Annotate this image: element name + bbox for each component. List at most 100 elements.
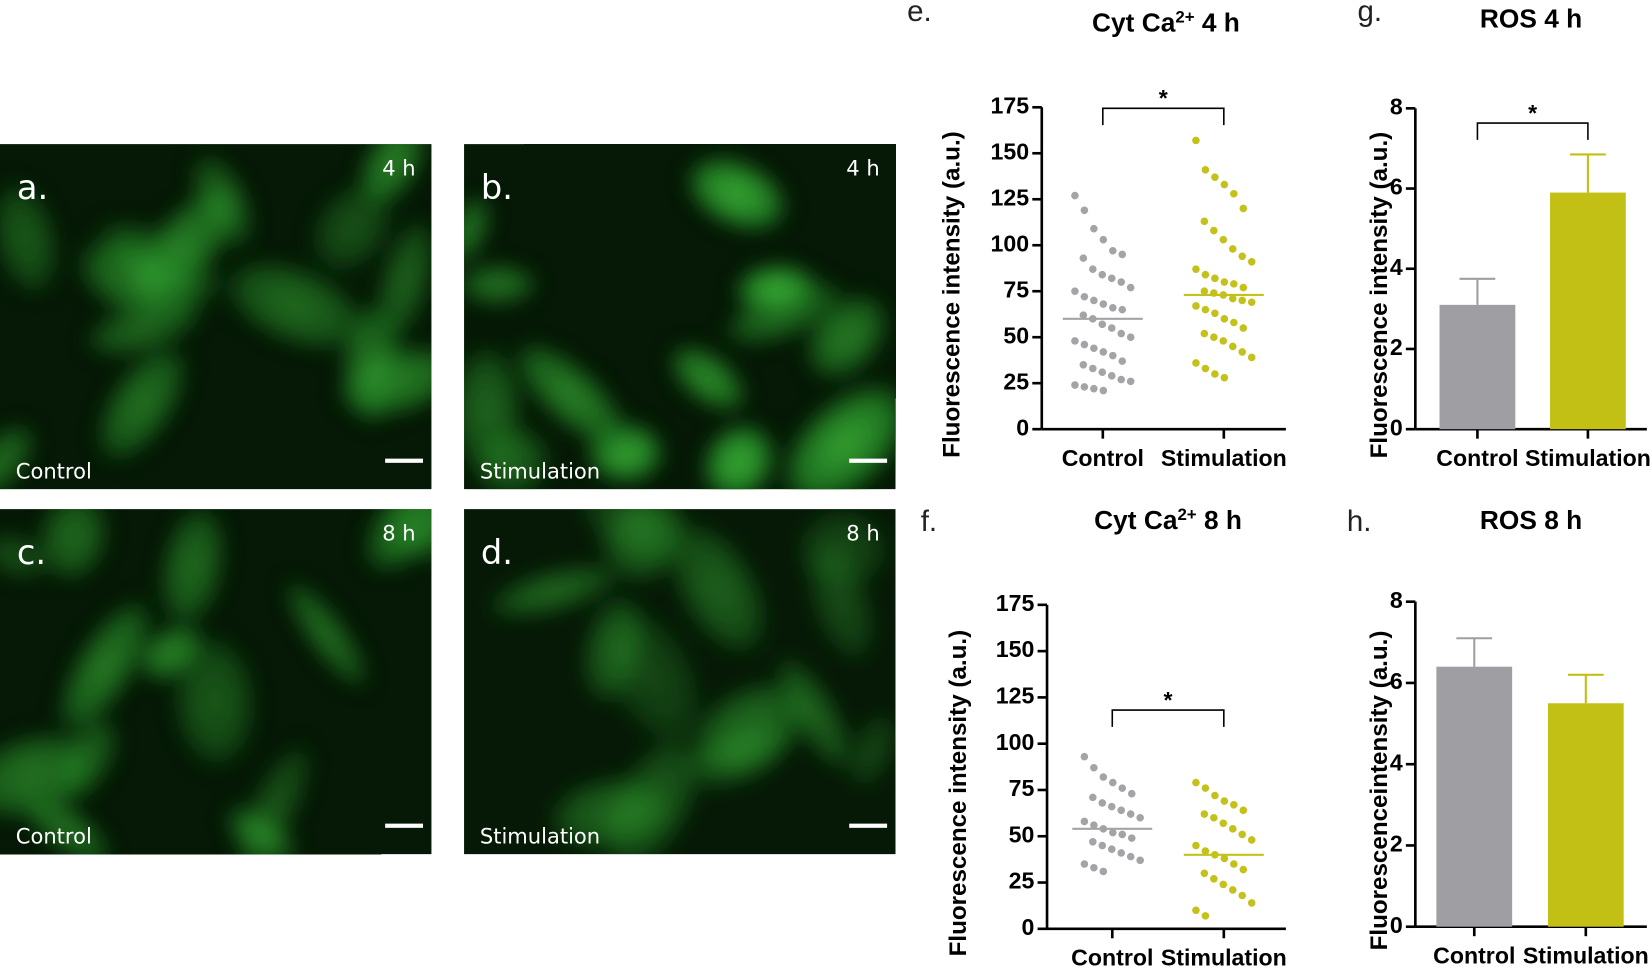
data-point (1211, 274, 1219, 283)
data-point (1090, 821, 1098, 829)
data-point (1238, 296, 1247, 305)
data-point (1117, 278, 1126, 286)
x-tick-label: Control (1433, 943, 1515, 969)
panel-label: e. (907, 0, 932, 28)
cell (92, 339, 192, 468)
cell (135, 621, 208, 685)
time-label: 4 h (846, 156, 879, 181)
y-tick-label: 125 (996, 683, 1035, 709)
y-tick-label: 0 (1390, 414, 1403, 440)
cell (354, 144, 430, 213)
data-point (1127, 789, 1136, 798)
cell (665, 341, 751, 416)
panel-label: f. (921, 505, 937, 538)
y-axis-label: Fluorescenceintensity (a.u.) (1366, 631, 1393, 951)
y-axis-label: Fluorescence intensity (a.u.) (939, 131, 966, 458)
data-point (1220, 854, 1229, 863)
data-point (1219, 819, 1228, 828)
data-point (1238, 252, 1247, 261)
data-point (1239, 865, 1248, 874)
data-point (1211, 173, 1219, 181)
data-point (1107, 372, 1116, 380)
data-point (1080, 752, 1089, 761)
data-point (1230, 800, 1238, 809)
data-point (1230, 189, 1238, 198)
micrograph: c. 8 h Control (0, 509, 432, 855)
data-point (1107, 845, 1116, 854)
data-point (1117, 849, 1126, 857)
y-tick-label: 8 (1390, 93, 1403, 119)
x-tick-label: Control (1436, 445, 1518, 471)
data-point (1089, 793, 1097, 802)
cell (156, 509, 230, 634)
data-point (1109, 303, 1117, 312)
cell (464, 191, 494, 269)
data-point (1079, 311, 1088, 319)
y-tick-label: 0 (1390, 912, 1403, 938)
y-tick-label: 100 (991, 230, 1030, 256)
title-part: 8 h (1197, 505, 1242, 535)
data-point (1117, 806, 1126, 815)
panel-label: d. (481, 533, 513, 572)
y-tick-label: 50 (1003, 322, 1029, 348)
panel-label: a. (17, 168, 48, 207)
y-tick-label: 8 (1390, 587, 1403, 613)
x-tick-label: Control (1071, 945, 1153, 971)
data-point (1126, 377, 1135, 386)
data-point (1099, 235, 1108, 244)
data-point (1098, 799, 1107, 807)
data-point (1071, 191, 1079, 200)
y-tick-label: 2 (1390, 334, 1403, 360)
bar (1439, 304, 1516, 430)
x-tick-label: Stimulation (1161, 945, 1287, 971)
y-tick-label: 4 (1390, 254, 1403, 280)
data-point (1220, 797, 1229, 805)
data-point (1201, 847, 1210, 855)
data-point (1080, 206, 1089, 215)
data-point (1107, 274, 1116, 283)
chart-title: ROS 4 h (1480, 3, 1582, 33)
title-part: 2+ (1175, 7, 1194, 26)
x-tick-label: Stimulation (1525, 445, 1650, 471)
data-point (1201, 305, 1210, 314)
data-point (1080, 340, 1089, 349)
data-point (1192, 778, 1200, 787)
data-point (1090, 384, 1098, 393)
data-point (1109, 828, 1117, 837)
condition-label: Control (16, 459, 92, 484)
scale-bar (849, 823, 888, 828)
data-point (1201, 364, 1210, 373)
micrograph: b. 4 h Stimulation (464, 144, 896, 490)
data-point (1230, 860, 1238, 868)
bar (1547, 703, 1624, 927)
cell (280, 574, 373, 694)
data-point (1118, 305, 1127, 314)
data-point (1192, 136, 1200, 145)
data-point (1211, 370, 1219, 378)
data-point (1080, 383, 1089, 391)
y-tick-label: 25 (1009, 868, 1035, 894)
data-point (1107, 802, 1116, 811)
significance-label: * (1164, 687, 1173, 713)
cell (679, 715, 797, 794)
data-point (1219, 337, 1228, 345)
cell (844, 707, 896, 794)
data-point (1220, 373, 1229, 382)
x-tick-label: Stimulation (1523, 943, 1649, 969)
scale-bar (385, 823, 424, 828)
data-point (1098, 368, 1107, 376)
data-point (1239, 806, 1248, 815)
y-tick-label: 6 (1390, 174, 1403, 200)
data-point (1136, 813, 1144, 822)
bar (1436, 666, 1513, 927)
cell (187, 148, 257, 254)
data-point (1210, 333, 1218, 341)
micrograph: d. 8 h Stimulation (464, 509, 896, 855)
data-point (1090, 344, 1098, 353)
y-tick-label: 150 (996, 636, 1035, 662)
title-part: Cyt Ca (1092, 8, 1176, 38)
cell (469, 421, 555, 490)
cell (53, 592, 157, 741)
micrograph: a. 4 h Control (0, 144, 432, 490)
